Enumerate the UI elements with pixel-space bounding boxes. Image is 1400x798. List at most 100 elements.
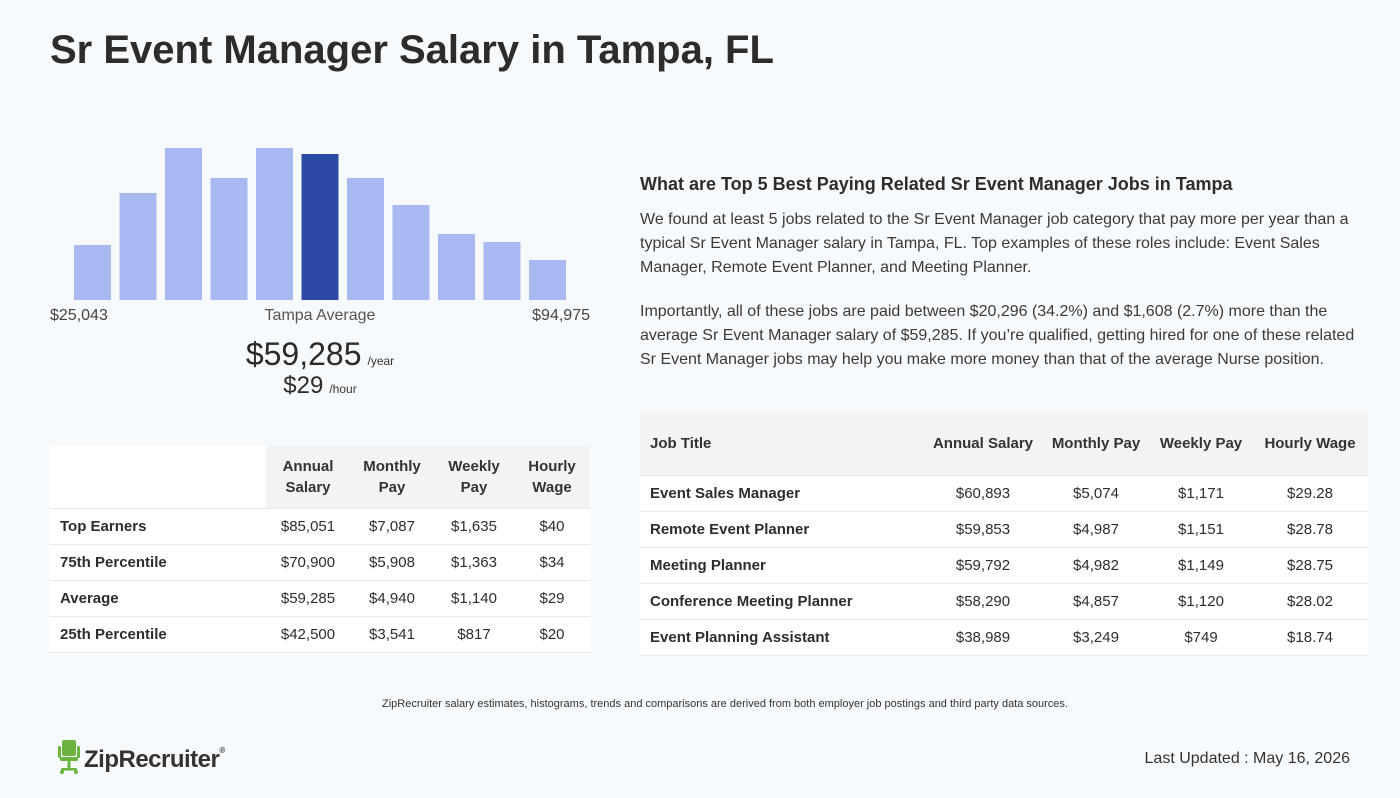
weekly-cell: $1,120	[1150, 583, 1252, 620]
monthly-cell: $3,249	[1042, 619, 1150, 656]
percentile-header-weekly: Weekly Pay	[434, 446, 514, 509]
percentile-table: Annual Salary Monthly Pay Weekly Pay Hou…	[50, 446, 590, 653]
histogram-bar	[256, 148, 293, 300]
monthly-cell: $4,940	[350, 580, 434, 617]
histogram-bar	[438, 234, 475, 300]
last-updated: Last Updated : May 16, 2026	[1144, 750, 1350, 767]
hourly-cell: $28.75	[1252, 547, 1368, 584]
annual-cell: $59,853	[924, 511, 1042, 548]
weekly-cell: $1,151	[1150, 511, 1252, 548]
hourly-cell: $29	[514, 580, 590, 617]
monthly-cell: $5,074	[1042, 475, 1150, 512]
table-row: Meeting Planner $59,792 $4,982 $1,149 $2…	[640, 547, 1368, 584]
annual-cell: $59,285	[266, 580, 350, 617]
monthly-cell: $4,857	[1042, 583, 1150, 620]
monthly-cell: $7,087	[350, 508, 434, 545]
jobs-header-hourly: Hourly Wage	[1252, 413, 1368, 476]
range-max-label: $94,975	[532, 307, 590, 324]
annual-cell: $60,893	[924, 475, 1042, 512]
jobs-header-title: Job Title	[640, 413, 924, 476]
weekly-cell: $1,635	[434, 508, 514, 545]
related-jobs-paragraph-1: We found at least 5 jobs related to the …	[640, 211, 1349, 276]
related-jobs-paragraph-2: Importantly, all of these jobs are paid …	[640, 303, 1355, 368]
percentile-header-row: Annual Salary Monthly Pay Weekly Pay Hou…	[50, 446, 590, 509]
annual-cell: $59,792	[924, 547, 1042, 584]
annual-cell: $58,290	[924, 583, 1042, 620]
jobs-header-weekly: Weekly Pay	[1150, 413, 1252, 476]
logo-wordmark: ZipRecruiter	[84, 745, 220, 773]
page-title: Sr Event Manager Salary in Tampa, FL	[50, 28, 774, 72]
table-row: Event Sales Manager $60,893 $5,074 $1,17…	[640, 475, 1368, 512]
chair-logo-icon	[58, 740, 80, 779]
histogram-bar	[483, 242, 521, 300]
hourly-unit: /hour	[329, 382, 357, 396]
table-row: Conference Meeting Planner $58,290 $4,85…	[640, 583, 1368, 620]
weekly-cell: $1,149	[1150, 547, 1252, 584]
table-row: Top Earners $85,051 $7,087 $1,635 $40	[50, 508, 590, 545]
hourly-value: $29	[283, 372, 324, 399]
percentile-header-monthly: Monthly Pay	[350, 446, 434, 509]
yearly-salary: $59,285/year	[50, 336, 590, 373]
histogram-bar	[347, 178, 384, 300]
yearly-unit: /year	[367, 354, 395, 368]
weekly-cell: $1,363	[434, 544, 514, 581]
hourly-cell: $34	[514, 544, 590, 581]
row-label: 25th Percentile	[50, 616, 266, 653]
percentile-header-hourly: Hourly Wage	[514, 446, 590, 509]
monthly-cell: $4,982	[1042, 547, 1150, 584]
histogram-bar	[74, 245, 111, 300]
hourly-cell: $29.28	[1252, 475, 1368, 512]
weekly-cell: $749	[1150, 619, 1252, 656]
monthly-cell: $4,987	[1042, 511, 1150, 548]
job-title-cell: Event Planning Assistant	[640, 619, 924, 656]
yearly-value: $59,285	[245, 336, 362, 372]
job-title-cell: Conference Meeting Planner	[640, 583, 924, 620]
row-label: Top Earners	[50, 508, 266, 545]
table-row: 75th Percentile $70,900 $5,908 $1,363 $3…	[50, 544, 590, 581]
job-title-cell: Meeting Planner	[640, 547, 924, 584]
average-label: Tampa Average	[264, 307, 376, 324]
related-jobs-heading: What are Top 5 Best Paying Related Sr Ev…	[640, 174, 1233, 194]
logo-text: ZipRecruiter®	[84, 746, 225, 774]
hourly-cell: $20	[514, 616, 590, 653]
annual-cell: $42,500	[266, 616, 350, 653]
histogram-bar-average	[301, 154, 339, 300]
histogram-svg	[74, 148, 566, 300]
weekly-cell: $1,171	[1150, 475, 1252, 512]
percentile-header-annual: Annual Salary	[266, 446, 350, 509]
table-row: Average $59,285 $4,940 $1,140 $29	[50, 580, 590, 617]
percentile-header-blank	[50, 446, 266, 509]
histogram-bar	[392, 205, 430, 300]
histogram-bar	[529, 260, 566, 300]
annual-cell: $85,051	[266, 508, 350, 545]
annual-cell: $38,989	[924, 619, 1042, 656]
hourly-cell: $28.78	[1252, 511, 1368, 548]
job-title-cell: Remote Event Planner	[640, 511, 924, 548]
row-label: Average	[50, 580, 266, 617]
salary-histogram	[50, 140, 590, 300]
jobs-header-row: Job Title Annual Salary Monthly Pay Week…	[640, 413, 1368, 476]
data-source-footnote: ZipRecruiter salary estimates, histogram…	[382, 698, 1068, 710]
histogram-bar	[210, 178, 248, 300]
jobs-header-annual: Annual Salary	[924, 413, 1042, 476]
monthly-cell: $3,541	[350, 616, 434, 653]
hourly-cell: $40	[514, 508, 590, 545]
row-label: 75th Percentile	[50, 544, 266, 581]
range-min-label: $25,043	[50, 307, 108, 324]
histogram-bar	[119, 193, 157, 300]
weekly-cell: $817	[434, 616, 514, 653]
ziprecruiter-logo[interactable]: ZipRecruiter®	[58, 740, 225, 779]
hourly-cell: $18.74	[1252, 619, 1368, 656]
hourly-cell: $28.02	[1252, 583, 1368, 620]
hourly-salary: $29/hour	[50, 372, 590, 400]
table-row: Event Planning Assistant $38,989 $3,249 …	[640, 619, 1368, 656]
jobs-header-monthly: Monthly Pay	[1042, 413, 1150, 476]
annual-cell: $70,900	[266, 544, 350, 581]
related-jobs-table: Job Title Annual Salary Monthly Pay Week…	[640, 413, 1368, 656]
table-row: Remote Event Planner $59,853 $4,987 $1,1…	[640, 511, 1368, 548]
weekly-cell: $1,140	[434, 580, 514, 617]
table-row: 25th Percentile $42,500 $3,541 $817 $20	[50, 616, 590, 653]
monthly-cell: $5,908	[350, 544, 434, 581]
logo-registered-mark: ®	[219, 745, 225, 755]
histogram-bar	[165, 148, 202, 300]
